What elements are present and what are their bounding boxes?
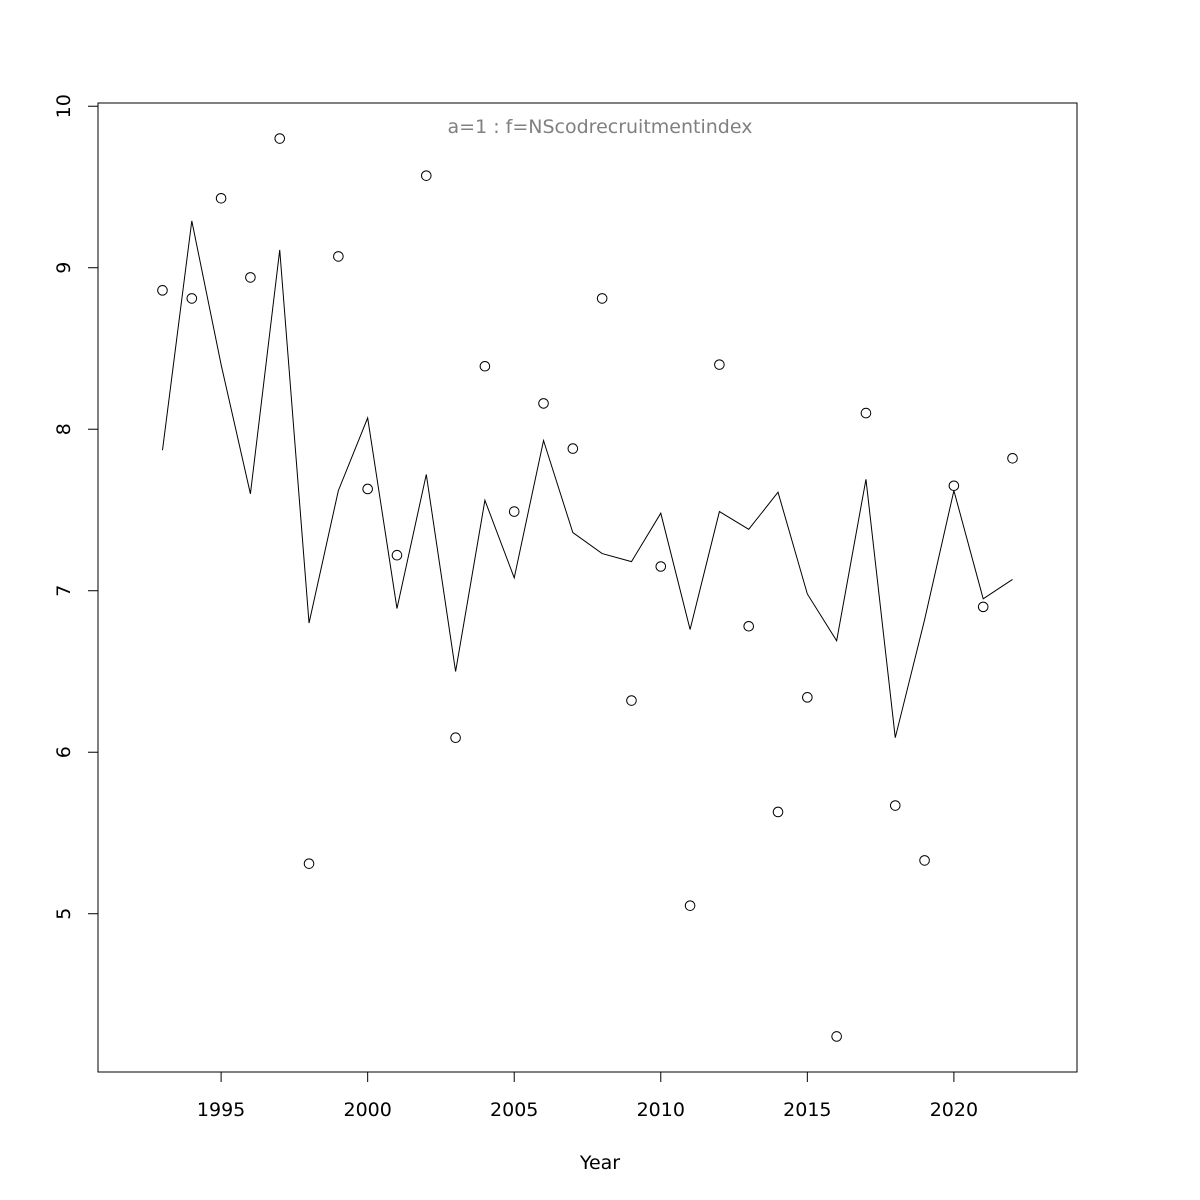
y-tick-label: 7 <box>53 585 75 597</box>
data-point <box>655 561 667 572</box>
data-point <box>333 251 344 262</box>
y-tick-label: 5 <box>53 908 75 920</box>
data-point <box>186 293 198 304</box>
x-axis: 1995 2000 2005 2010 2015 2020 <box>197 1071 978 1121</box>
data-point <box>479 360 491 372</box>
data-point <box>420 170 432 181</box>
y-tick-label: 6 <box>53 746 75 758</box>
data-point <box>831 1031 842 1042</box>
data-point <box>860 407 872 419</box>
trend-line <box>161 220 1013 738</box>
data-point <box>538 398 549 409</box>
data-point <box>802 692 813 703</box>
data-point <box>157 285 168 296</box>
data-point <box>977 601 989 613</box>
x-axis-title: Year <box>579 1152 620 1174</box>
data-point <box>245 272 256 283</box>
x-tick-label: 1995 <box>197 1099 245 1121</box>
data-point <box>508 506 520 517</box>
data-point <box>274 133 286 144</box>
x-tick-label: 2015 <box>783 1099 831 1121</box>
trend-series <box>161 220 1013 738</box>
data-point <box>215 192 227 204</box>
y-tick-label: 10 <box>53 94 75 118</box>
y-tick-label: 8 <box>53 423 75 435</box>
data-point <box>596 293 608 304</box>
data-point <box>948 480 960 492</box>
y-axis: 5 6 7 8 9 10 <box>53 94 99 920</box>
x-tick-label: 2010 <box>637 1099 685 1121</box>
data-point <box>626 695 637 706</box>
x-tick-label: 2005 <box>490 1099 538 1121</box>
data-point <box>303 858 315 869</box>
data-point <box>743 620 755 632</box>
data-point <box>362 483 373 495</box>
data-point <box>714 359 725 370</box>
chart-annotation: a=1 : f=NScodrecruitmentindex <box>448 116 753 138</box>
data-point <box>567 443 579 454</box>
data-point <box>919 855 930 866</box>
y-tick-label: 9 <box>53 262 75 274</box>
x-tick-label: 2000 <box>343 1099 391 1121</box>
data-point <box>1007 453 1018 464</box>
observation-series <box>157 133 1018 1042</box>
x-tick-label: 2020 <box>930 1099 978 1121</box>
data-point <box>391 549 403 561</box>
data-point <box>450 732 461 743</box>
plot-frame <box>97 102 1078 1073</box>
data-point <box>684 900 696 911</box>
data-point <box>772 806 784 818</box>
data-point <box>889 800 901 811</box>
